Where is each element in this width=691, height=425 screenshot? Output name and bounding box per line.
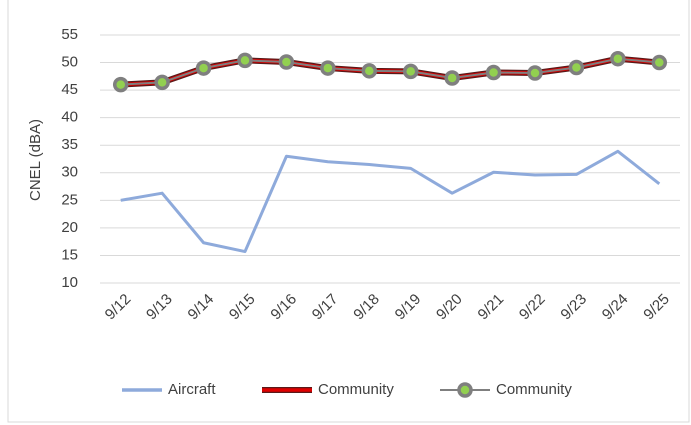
y-tick-label: 15 xyxy=(61,246,78,263)
marker xyxy=(237,52,253,69)
marker xyxy=(651,54,668,71)
marker xyxy=(278,54,295,70)
marker xyxy=(320,60,336,76)
y-tick-label: 40 xyxy=(61,109,78,126)
marker xyxy=(485,64,502,81)
y-tick-label: 45 xyxy=(61,81,78,98)
y-tick-label: 10 xyxy=(61,274,78,291)
x-tick-label: 9/20 xyxy=(433,291,466,324)
y-tick-label: 25 xyxy=(61,191,78,208)
marker xyxy=(112,76,129,93)
y-tick-label: 20 xyxy=(61,219,78,236)
y-tick-label: 55 xyxy=(61,26,78,43)
x-tick-label: 9/12 xyxy=(102,291,135,324)
y-tick-label: 35 xyxy=(61,136,78,153)
x-tick-label: 9/25 xyxy=(640,291,673,324)
x-tick-label: 9/22 xyxy=(516,291,549,324)
marker xyxy=(527,65,543,81)
chart-border xyxy=(7,0,690,423)
marker xyxy=(402,63,419,80)
marker xyxy=(610,50,626,67)
legend-label: Aircraft xyxy=(168,381,216,398)
x-tick-label: 9/19 xyxy=(392,291,425,324)
marker xyxy=(444,70,460,86)
x-tick-label: 9/13 xyxy=(143,291,176,324)
legend-label: Community xyxy=(318,381,394,398)
legend-marker xyxy=(457,382,473,398)
x-tick-label: 9/14 xyxy=(185,291,218,324)
x-tick-label: 9/21 xyxy=(475,291,508,324)
legend-label: Community xyxy=(496,381,572,398)
x-tick-label: 9/24 xyxy=(599,291,632,324)
y-tick-label: 30 xyxy=(61,164,78,181)
series-line xyxy=(120,149,661,254)
y-tick-label: 50 xyxy=(61,54,78,71)
marker xyxy=(195,60,212,76)
x-tick-label: 9/15 xyxy=(226,291,259,324)
marker xyxy=(361,63,378,79)
y-axis-label: CNEL (dBA) xyxy=(27,119,44,201)
x-tick-label: 9/23 xyxy=(557,291,590,324)
x-tick-label: 9/16 xyxy=(267,291,300,324)
x-tick-label: 9/18 xyxy=(350,291,383,324)
marker xyxy=(154,74,170,91)
x-tick-label: 9/17 xyxy=(309,291,342,324)
marker xyxy=(568,59,585,76)
